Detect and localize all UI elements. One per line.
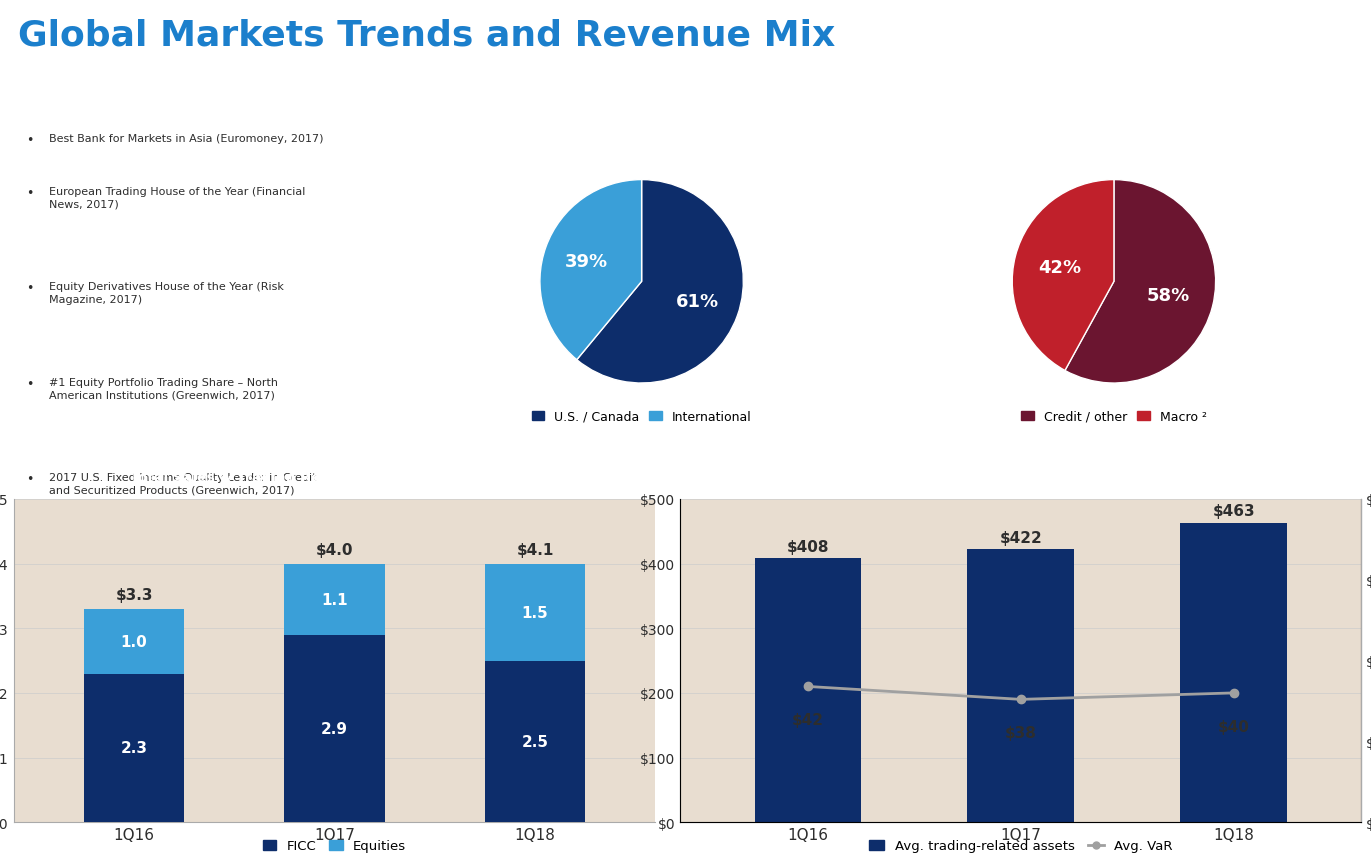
Wedge shape [540,180,642,360]
Legend: Avg. trading-related assets, Avg. VaR: Avg. trading-related assets, Avg. VaR [864,834,1178,858]
Text: $463: $463 [1212,504,1254,518]
Legend: U.S. / Canada, International: U.S. / Canada, International [526,406,757,428]
Text: Equity Derivatives House of the Year (Risk
Magazine, 2017): Equity Derivatives House of the Year (Ri… [49,282,284,305]
Text: $38: $38 [1005,725,1036,740]
Bar [1180,523,1287,822]
Bar [284,564,385,635]
Text: #1 Equity Portfolio Trading Share – North
American Institutions (Greenwich, 2017: #1 Equity Portfolio Trading Share – Nort… [49,377,278,400]
Wedge shape [1065,180,1216,383]
Text: European Trading House of the Year (Financial
News, 2017): European Trading House of the Year (Fina… [49,187,306,209]
Text: •: • [26,187,33,200]
Text: Average Trading-related Assets ($B) and VaR ($MM) ³: Average Trading-related Assets ($B) and … [831,468,1211,486]
Text: $4.1: $4.1 [517,542,554,558]
Text: $3.3: $3.3 [115,588,152,603]
Text: $408: $408 [787,539,829,554]
Text: 39%: 39% [565,253,607,271]
Bar [485,661,585,822]
Text: $422: $422 [999,530,1042,545]
Text: 1.0: 1.0 [121,634,148,649]
Text: (excl. net DVA) ¹: (excl. net DVA) ¹ [1065,104,1163,117]
Text: Total Sales & Trading Revenue (excl. net DVA) ($B) ¹: Total Sales & Trading Revenue (excl. net… [130,470,539,484]
Text: $42: $42 [792,713,824,728]
Text: 61%: 61% [676,293,718,311]
Text: •: • [26,663,33,676]
Bar [84,673,184,822]
Bar [968,550,1073,822]
Text: 2.3: 2.3 [121,740,148,755]
Text: (excl. net DVA) ¹: (excl. net DVA) ¹ [594,104,690,117]
Text: •: • [26,282,33,295]
Text: 58%: 58% [1146,287,1190,305]
Text: Best Bank for Markets in Asia (Euromoney, 2017): Best Bank for Markets in Asia (Euromoney… [49,134,324,144]
Text: Global Markets Trends and Revenue Mix: Global Markets Trends and Revenue Mix [18,19,835,53]
Text: 2.5: 2.5 [521,734,548,749]
Text: 2017 U.S. Fixed Income Quality Leader in Credit
and Securitized Products (Greenw: 2017 U.S. Fixed Income Quality Leader in… [49,473,317,495]
Text: $4.0: $4.0 [315,542,354,558]
Legend: FICC, Equities: FICC, Equities [258,834,411,858]
Text: $40: $40 [1217,719,1249,734]
Text: 1Q18 Global Markets Revenue Mix: 1Q18 Global Markets Revenue Mix [499,84,784,99]
Bar [284,635,385,822]
Text: •: • [26,134,33,147]
Bar [754,559,861,822]
Text: 2017 Quality Leader in Global Top-Tier Foreign
Exchange Service and Sales (Green: 2017 Quality Leader in Global Top-Tier F… [49,567,314,590]
Legend: Credit / other, Macro ²: Credit / other, Macro ² [1016,406,1212,428]
Text: 1Q18 Total FICC S&T Revenue Mix: 1Q18 Total FICC S&T Revenue Mix [973,84,1254,99]
Bar [84,610,184,673]
Wedge shape [1012,180,1115,371]
Bar [485,564,585,661]
Text: 2.9: 2.9 [321,722,348,736]
Text: 1.1: 1.1 [321,592,348,607]
Text: •: • [26,377,33,390]
Text: 1.5: 1.5 [521,605,548,620]
Text: #2 Global Research Firm (Institutional Investor,
2017): #2 Global Research Firm (Institutional I… [49,663,314,685]
Text: 42%: 42% [1038,259,1082,277]
Wedge shape [577,180,743,383]
Text: Business Leadership: Business Leadership [125,90,300,106]
Text: •: • [26,473,33,486]
Text: •: • [26,567,33,581]
